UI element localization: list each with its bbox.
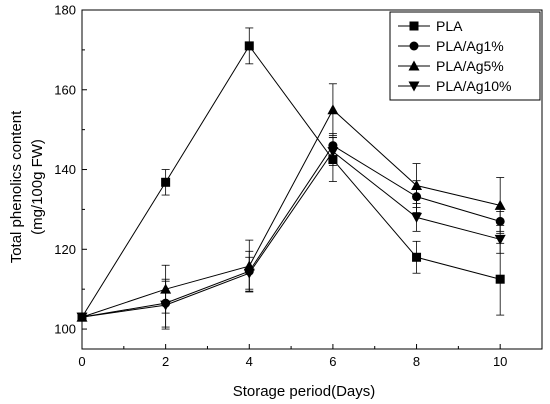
series-3-point (76, 312, 88, 323)
series-0-line (81, 44, 501, 318)
legend-label: PLA/Ag1% (436, 38, 504, 54)
y-tick-label: 160 (54, 82, 76, 97)
series-2-point (494, 199, 506, 210)
y-axis-title-line2: (mg/100g FW) (29, 139, 46, 235)
series-2-line (81, 108, 501, 318)
series-2-point (411, 179, 423, 190)
series-3-point (494, 234, 506, 245)
series-1-line (81, 144, 501, 318)
series-3-point (160, 300, 172, 311)
series-0-point (161, 177, 171, 187)
series-0-point (244, 41, 254, 51)
plot-area: 0 2 4 6 8 10 100 120 140 160 180 PLA PLA/Ag1% PLA/Ag5… (54, 3, 543, 369)
legend-marker (408, 81, 420, 92)
series-2-point (327, 104, 339, 115)
x-tick-label: 10 (493, 354, 507, 369)
y-axis-title-line1: Total phenolics content (8, 110, 25, 263)
series-0-point (495, 274, 505, 284)
x-tick-label: 8 (413, 354, 420, 369)
legend-label: PLA/Ag10% (436, 78, 512, 94)
series-3-point (243, 268, 255, 279)
legend-marker (409, 21, 419, 31)
legend-marker (409, 41, 419, 51)
plot-frame (81, 9, 543, 350)
legend-label: PLA (436, 18, 463, 34)
series-3-point (327, 147, 339, 158)
series-3-point (411, 212, 423, 223)
x-axis-title: Storage period(Days) (233, 383, 376, 400)
y-tick-label: 140 (54, 162, 76, 177)
x-tick-label: 6 (329, 354, 336, 369)
y-tick-label: 100 (54, 322, 76, 337)
y-tick-label: 120 (54, 242, 76, 257)
legend-label: PLA/Ag5% (436, 58, 504, 74)
x-tick-label: 2 (162, 354, 169, 369)
series-0-point (412, 252, 422, 262)
x-tick-label: 0 (78, 354, 85, 369)
series-3-line (81, 150, 501, 318)
x-tick-label: 4 (246, 354, 253, 369)
y-tick-label: 180 (54, 3, 76, 18)
legend-marker (408, 60, 420, 71)
